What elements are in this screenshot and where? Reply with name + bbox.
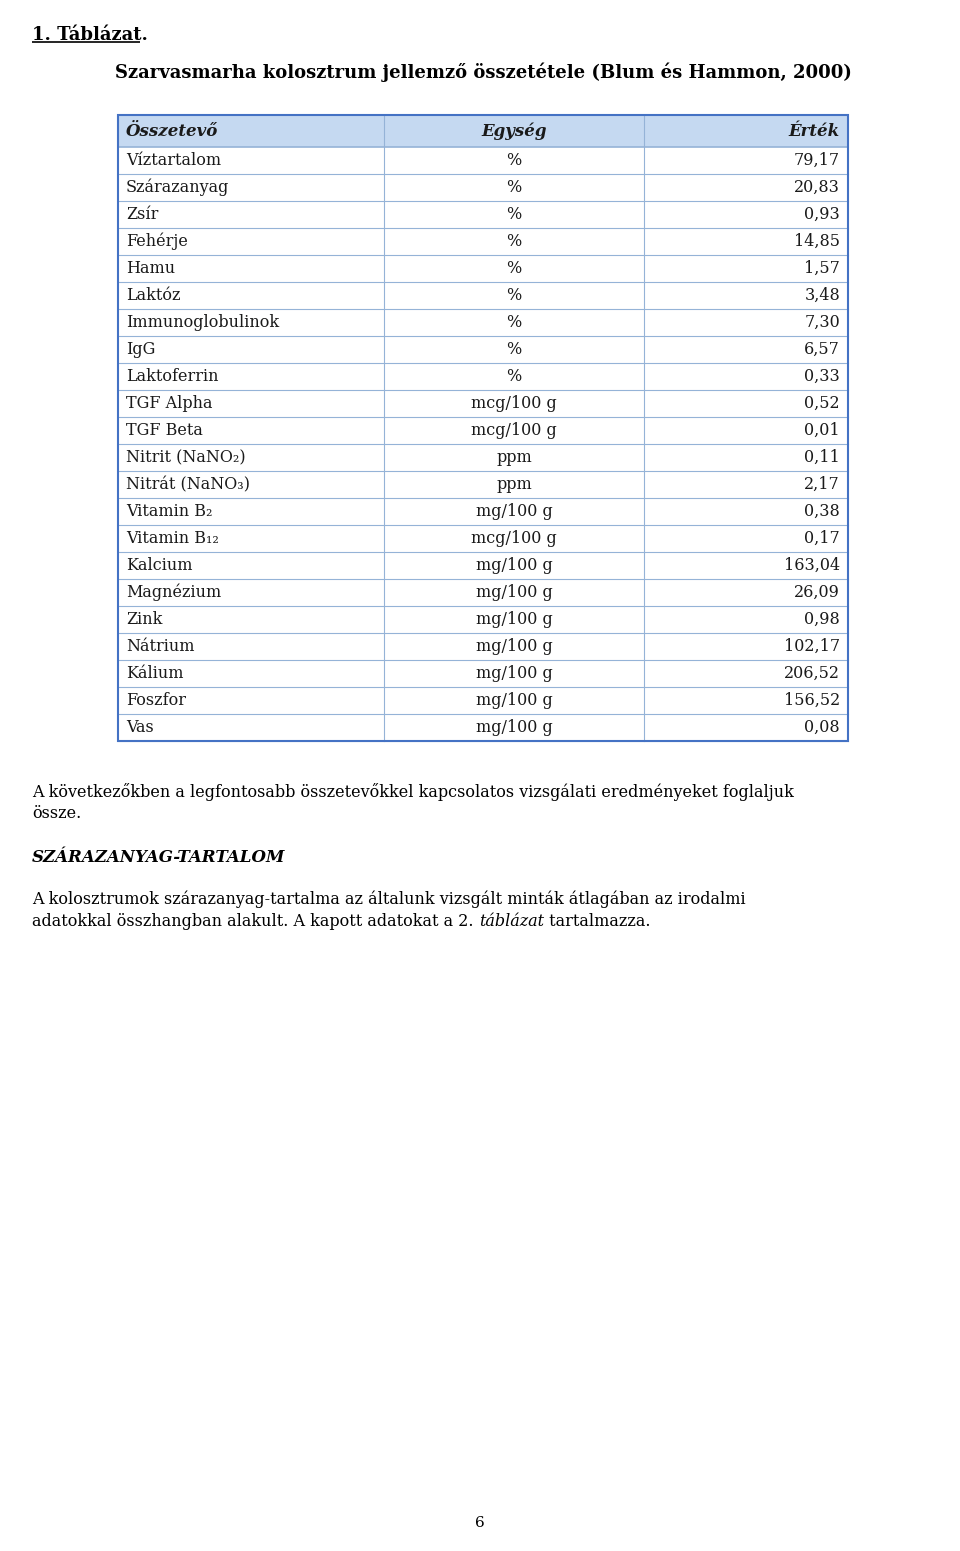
Text: Szárazanyag: Szárazanyag	[126, 178, 229, 197]
Text: mg/100 g: mg/100 g	[475, 665, 552, 682]
Text: 0,11: 0,11	[804, 448, 840, 465]
Text: Kalcium: Kalcium	[126, 557, 193, 574]
Text: %: %	[507, 313, 521, 330]
Text: 0,33: 0,33	[804, 368, 840, 385]
Text: 26,09: 26,09	[794, 585, 840, 600]
Text: mg/100 g: mg/100 g	[475, 692, 552, 709]
Text: Hamu: Hamu	[126, 261, 175, 278]
Text: %: %	[507, 233, 521, 250]
Text: Laktoferrin: Laktoferrin	[126, 368, 219, 385]
Text: Nitrit (NaNO₂): Nitrit (NaNO₂)	[126, 448, 246, 465]
Text: Zsír: Zsír	[126, 206, 158, 223]
Text: 0,08: 0,08	[804, 720, 840, 737]
Text: 1. Táblázat.: 1. Táblázat.	[32, 26, 148, 43]
Text: Kálium: Kálium	[126, 665, 183, 682]
Text: össze.: össze.	[32, 805, 82, 822]
Text: 206,52: 206,52	[784, 665, 840, 682]
Text: 6: 6	[475, 1515, 485, 1529]
Text: táblázat: táblázat	[479, 914, 543, 931]
Text: 2,17: 2,17	[804, 476, 840, 493]
Text: TGF Alpha: TGF Alpha	[126, 396, 212, 413]
Text: 20,83: 20,83	[794, 178, 840, 195]
Text: adatokkal összhangban alakult. A kapott adatokat a 2.: adatokkal összhangban alakult. A kapott …	[32, 914, 479, 931]
Text: TGF Beta: TGF Beta	[126, 422, 203, 439]
Text: mg/100 g: mg/100 g	[475, 611, 552, 628]
Bar	[118, 115, 848, 741]
Text: Zink: Zink	[126, 611, 162, 628]
Text: 79,17: 79,17	[794, 152, 840, 169]
Text: 7,30: 7,30	[804, 313, 840, 330]
Text: Egység: Egység	[481, 123, 547, 140]
Text: Vitamin B₁₂: Vitamin B₁₂	[126, 530, 219, 548]
Text: A kolosztrumok szárazanyag-tartalma az általunk vizsgált minták átlagában az iro: A kolosztrumok szárazanyag-tartalma az á…	[32, 890, 746, 909]
Text: mg/100 g: mg/100 g	[475, 637, 552, 655]
Text: 0,38: 0,38	[804, 503, 840, 520]
Text: %: %	[507, 341, 521, 358]
Text: 163,04: 163,04	[784, 557, 840, 574]
Text: %: %	[507, 287, 521, 304]
Text: mg/100 g: mg/100 g	[475, 503, 552, 520]
Text: SZÁRAZANYAG-TARTALOM: SZÁRAZANYAG-TARTALOM	[32, 848, 285, 865]
Text: %: %	[507, 152, 521, 169]
Text: A következőkben a legfontosabb összetevőkkel kapcsolatos vizsgálati eredményeket: A következőkben a legfontosabb összetevő…	[32, 783, 794, 800]
Text: Vitamin B₂: Vitamin B₂	[126, 503, 212, 520]
Text: Immunoglobulinok: Immunoglobulinok	[126, 313, 279, 330]
Text: ppm: ppm	[496, 448, 532, 465]
Text: ppm: ppm	[496, 476, 532, 493]
Text: Fehérje: Fehérje	[126, 233, 188, 250]
Text: mg/100 g: mg/100 g	[475, 557, 552, 574]
Text: mcg/100 g: mcg/100 g	[471, 422, 557, 439]
Text: tartalmazza.: tartalmazza.	[543, 914, 650, 931]
Text: Összetevő: Összetevő	[126, 123, 218, 140]
Text: 102,17: 102,17	[784, 637, 840, 655]
Text: Nátrium: Nátrium	[126, 637, 195, 655]
Text: mcg/100 g: mcg/100 g	[471, 530, 557, 548]
Text: 156,52: 156,52	[783, 692, 840, 709]
Text: 0,01: 0,01	[804, 422, 840, 439]
Text: 3,48: 3,48	[804, 287, 840, 304]
Text: 0,17: 0,17	[804, 530, 840, 548]
Text: 6,57: 6,57	[804, 341, 840, 358]
Text: Magnézium: Magnézium	[126, 583, 221, 602]
Text: 0,52: 0,52	[804, 396, 840, 413]
Text: Víztartalom: Víztartalom	[126, 152, 221, 169]
Text: mcg/100 g: mcg/100 g	[471, 396, 557, 413]
Text: %: %	[507, 368, 521, 385]
Text: %: %	[507, 206, 521, 223]
Text: Nitrát (NaNO₃): Nitrát (NaNO₃)	[126, 476, 250, 493]
Text: Érték: Érték	[789, 123, 840, 140]
Text: %: %	[507, 178, 521, 195]
Text: mg/100 g: mg/100 g	[475, 585, 552, 600]
Text: %: %	[507, 261, 521, 278]
Text: 14,85: 14,85	[794, 233, 840, 250]
Text: 1,57: 1,57	[804, 261, 840, 278]
Text: Vas: Vas	[126, 720, 154, 737]
Text: 0,93: 0,93	[804, 206, 840, 223]
Text: mg/100 g: mg/100 g	[475, 720, 552, 737]
Text: 0,98: 0,98	[804, 611, 840, 628]
Text: Foszfor: Foszfor	[126, 692, 186, 709]
Text: IgG: IgG	[126, 341, 156, 358]
Text: Szarvasmarha kolosztrum jellemző összetétele (Blum és Hammon, 2000): Szarvasmarha kolosztrum jellemző összeté…	[114, 64, 852, 82]
Bar	[118, 115, 848, 147]
Text: Laktóz: Laktóz	[126, 287, 180, 304]
